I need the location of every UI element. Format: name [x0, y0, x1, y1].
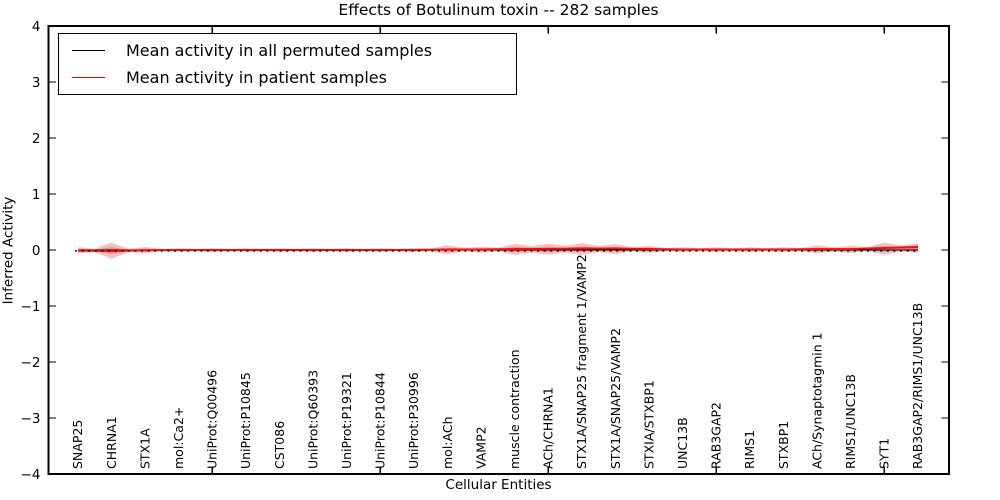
x-tick-label: STXBP1 [776, 421, 791, 469]
y-tick-label: 0 [32, 243, 41, 259]
x-tick-label: RIMS1 [742, 430, 757, 469]
x-axis-label: Cellular Entities [445, 477, 552, 493]
x-tick-label: CST086 [272, 421, 287, 469]
x-tick-label: mol:ACh [440, 417, 455, 470]
x-tick-label: UniProt:Q00496 [205, 370, 220, 469]
y-axis-label: Inferred Activity [0, 196, 17, 305]
x-tick-label: ACh/Synaptotagmin 1 [809, 332, 824, 469]
x-tick-label: VAMP2 [473, 426, 488, 469]
x-tick-label: CHRNA1 [104, 416, 119, 469]
legend-item-patient: Mean activity in patient samples [72, 68, 516, 87]
x-tick-label: mol:Ca2+ [171, 407, 186, 469]
x-tick-label: RAB3GAP2 [709, 402, 724, 469]
x-tick-label: STX1A/SNAP25/VAMP2 [608, 328, 623, 469]
x-tick-label: UniProt:P19321 [339, 372, 354, 469]
patient-line-sample [72, 76, 105, 78]
y-tick-label: 1 [32, 187, 41, 203]
x-tick-label: muscle contraction [507, 349, 522, 469]
x-tick-label: RAB3GAP2/RIMS1/UNC13B [910, 303, 925, 469]
y-tick-label: 4 [32, 19, 41, 35]
x-tick-label: SYT1 [877, 438, 892, 469]
legend-item-permuted: Mean activity in all permuted samples [72, 41, 516, 60]
y-tick-label: 3 [32, 75, 41, 91]
axis-frame [47, 25, 950, 475]
y-tick-label: −2 [21, 355, 41, 371]
y-tick-label: −4 [21, 467, 41, 483]
x-tick-label: RIMS1/UNC13B [843, 374, 858, 469]
y-tick-label: −1 [21, 299, 41, 315]
x-tick-label: UniProt:P10844 [373, 372, 388, 469]
chart-title: Effects of Botulinum toxin -- 282 sample… [338, 1, 659, 19]
patient-mean-line [77, 246, 919, 253]
permuted-line-sample [72, 50, 105, 52]
x-tick-label: STXIA/STXBP1 [641, 380, 656, 469]
x-tick-label: UniProt:P30996 [406, 372, 421, 469]
x-tick-label: UniProt:P10845 [238, 372, 253, 469]
x-tick-label: STX1A/SNAP25 fragment 1/VAMP2 [574, 254, 589, 469]
legend: Mean activity in all permuted samples Me… [58, 33, 517, 95]
x-tick-label: ACh/CHRNA1 [541, 387, 556, 469]
y-tick-label: 2 [32, 131, 41, 147]
x-tick-label: STX1A [137, 428, 152, 469]
y-tick-label: −3 [21, 411, 41, 427]
x-tick-label: UniProt:Q60393 [305, 370, 320, 469]
x-tick-label: UNC13B [675, 417, 690, 469]
legend-label-permuted: Mean activity in all permuted samples [126, 41, 433, 61]
legend-label-patient: Mean activity in patient samples [126, 67, 387, 87]
x-tick-label: SNAP25 [70, 420, 85, 469]
